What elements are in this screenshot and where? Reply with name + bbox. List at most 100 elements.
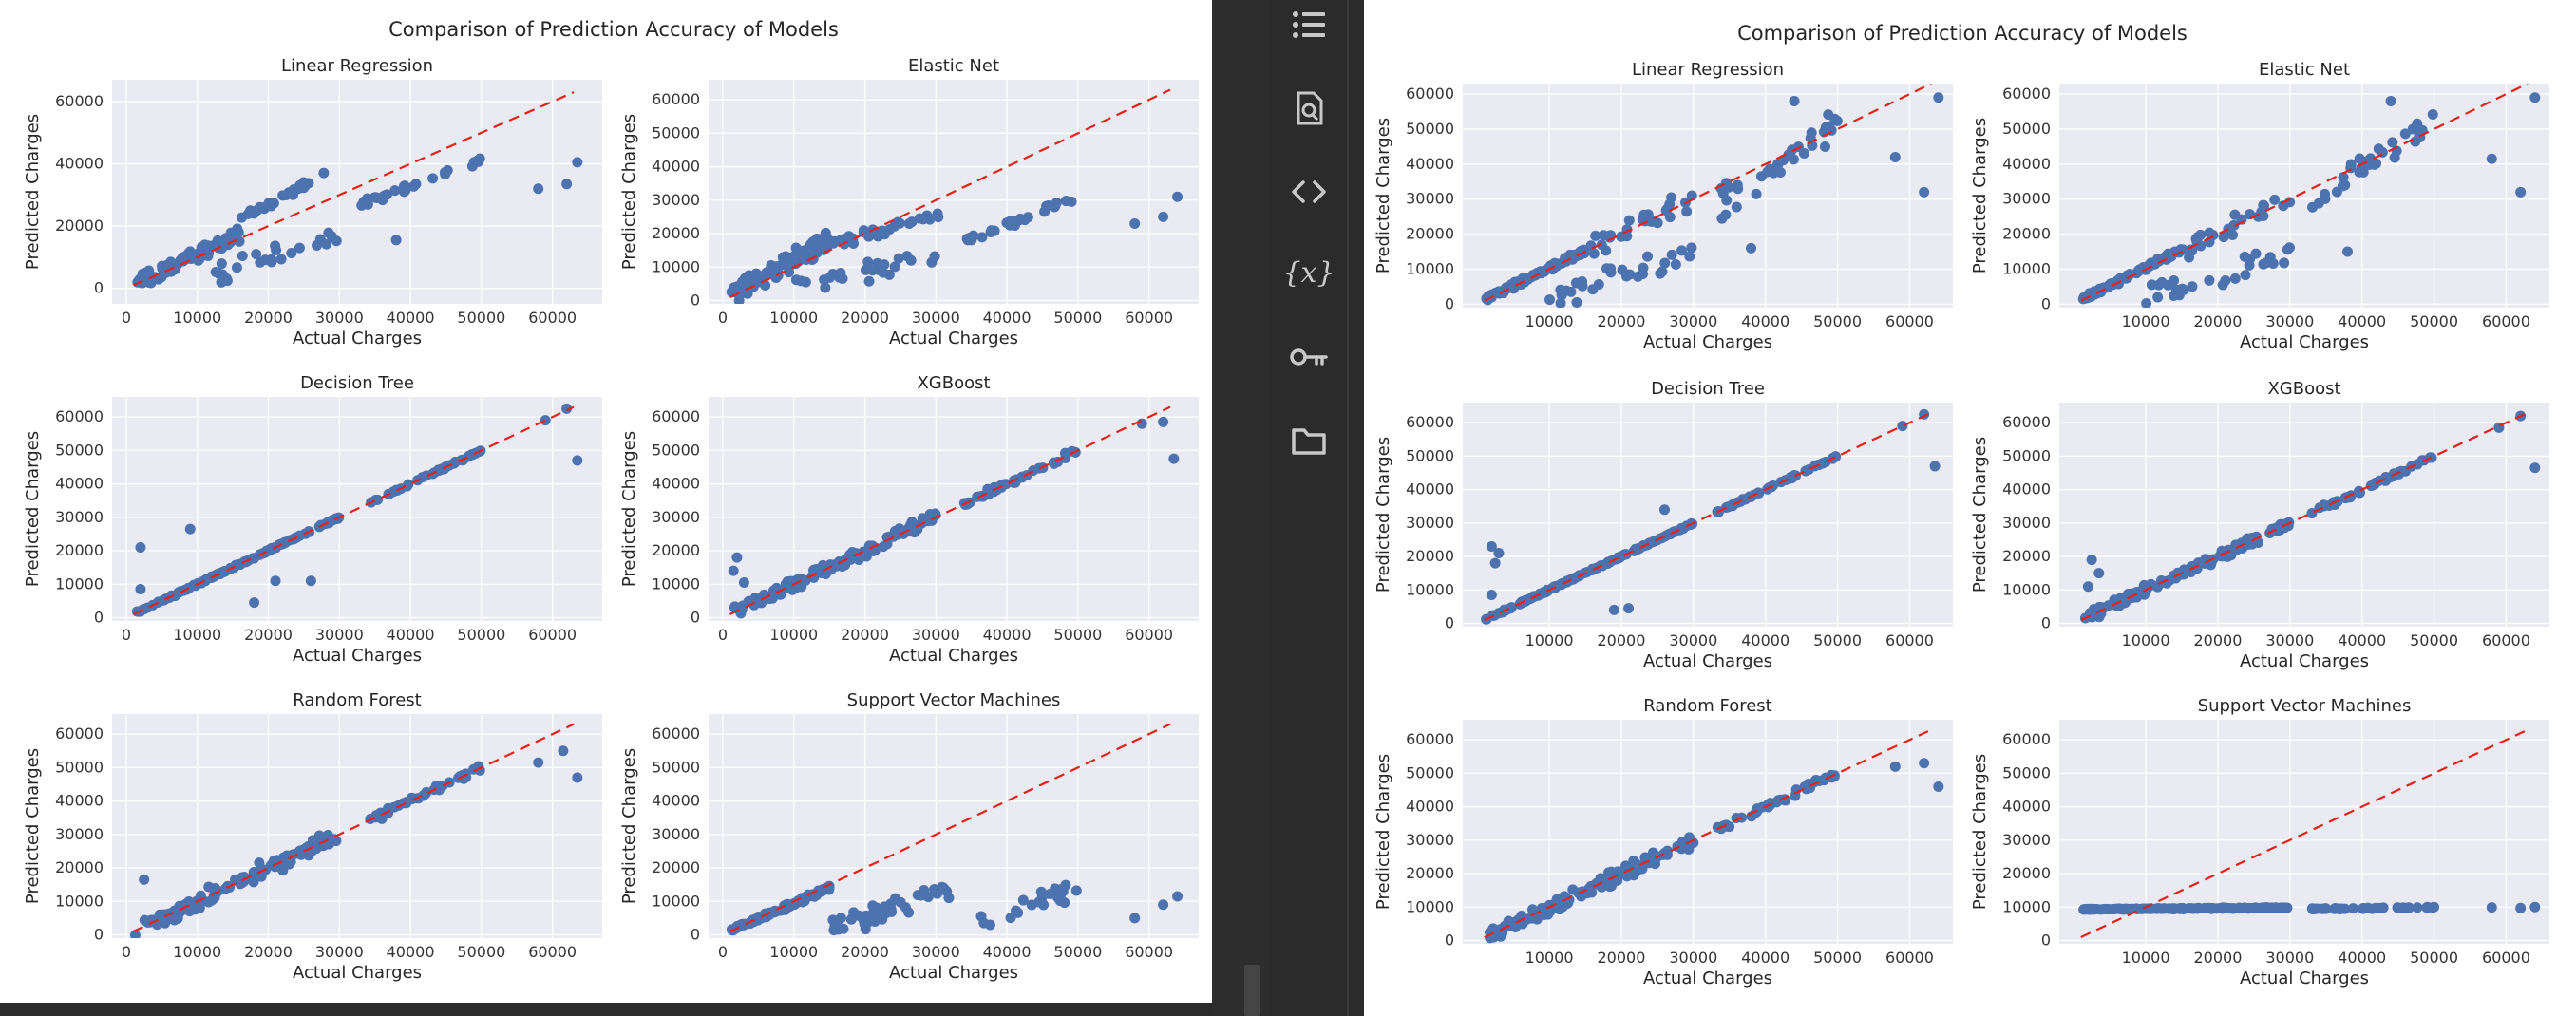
data-point	[2169, 275, 2180, 287]
y-tick-label: 20000	[652, 541, 700, 559]
subplot-decision-tree: 0 10000 20000 30000 40000 50000 60000 0 10000 200…	[23, 373, 602, 666]
data-point	[2412, 902, 2423, 913]
x-tick-label: 60000	[1125, 943, 1173, 961]
data-point	[1647, 536, 1658, 548]
data-point	[280, 857, 292, 869]
data-point	[402, 480, 413, 492]
y-axis-label: Predicted Charges	[23, 114, 43, 270]
subplot-title: Decision Tree	[1651, 379, 1765, 399]
data-point	[245, 205, 256, 216]
x-tick-label: 0	[122, 626, 131, 644]
find-in-file-icon[interactable]	[1286, 85, 1332, 131]
data-point	[2141, 297, 2152, 308]
data-point	[2330, 902, 2341, 913]
x-tick-label: 20000	[244, 626, 293, 644]
y-tick-label: 40000	[55, 475, 104, 493]
data-point	[2122, 590, 2133, 601]
data-point	[1686, 190, 1697, 201]
y-tick-label: 60000	[2002, 730, 2051, 748]
x-tick-label: 10000	[1525, 312, 1574, 330]
subplot-title: Elastic Net	[2259, 60, 2350, 80]
data-point	[533, 757, 544, 768]
x-tick-label: 60000	[1885, 631, 1934, 649]
x-tick-label: 30000	[315, 309, 364, 327]
data-point	[1570, 277, 1582, 289]
data-point	[1158, 211, 1169, 222]
x-tick-label: 30000	[912, 309, 960, 327]
x-tick-label: 60000	[1125, 626, 1173, 644]
data-point	[1919, 758, 1930, 769]
subplot-title: Support Vector Machines	[847, 690, 1061, 710]
y-tick-label: 50000	[1406, 446, 1454, 464]
y-tick-label: 0	[2041, 613, 2051, 631]
data-point	[883, 531, 895, 542]
outline-list-icon[interactable]	[1286, 2, 1332, 47]
data-point	[247, 553, 258, 564]
scrollbar-thumb[interactable]	[1244, 965, 1260, 1016]
x-axis-label: Actual Charges	[889, 646, 1018, 666]
y-tick-label: 0	[1445, 613, 1454, 631]
data-point	[2399, 128, 2411, 140]
data-point	[2387, 137, 2398, 148]
x-tick-label: 40000	[1741, 312, 1790, 330]
data-point	[2379, 474, 2391, 485]
data-point	[2252, 211, 2263, 222]
y-tick-label: 10000	[652, 892, 700, 910]
data-point	[1168, 453, 1180, 464]
x-tick-label: 50000	[2410, 631, 2458, 649]
data-point	[1684, 251, 1695, 262]
data-point	[216, 276, 227, 288]
y-tick-label: 10000	[1406, 580, 1454, 598]
data-point	[2229, 273, 2241, 284]
x-tick-label: 60000	[2482, 312, 2530, 330]
data-point	[1919, 186, 1930, 198]
variables-icon[interactable]: {x}	[1282, 251, 1335, 296]
x-tick-label: 50000	[1053, 309, 1102, 327]
subplot-decision-tree: 10000 20000 30000 40000 50000 60000 0 10000 2000…	[1373, 379, 1953, 671]
figure-right-svg: Comparison of Prediction Accuracy of Mod…	[1373, 22, 2549, 988]
data-point	[1129, 217, 1141, 229]
data-point	[1628, 545, 1639, 556]
data-point	[572, 455, 583, 466]
data-point	[1565, 286, 1577, 297]
subplot-title: Random Forest	[1643, 696, 1771, 716]
x-tick-label: 20000	[841, 309, 889, 327]
data-point	[270, 240, 281, 252]
data-point	[2306, 508, 2318, 519]
y-tick-label: 10000	[652, 257, 700, 275]
y-tick-label: 0	[2041, 931, 2051, 949]
y-tick-label: 0	[2041, 294, 2051, 312]
data-point	[784, 267, 795, 278]
data-point	[2195, 229, 2207, 240]
code-icon[interactable]	[1286, 169, 1332, 215]
data-point	[2227, 229, 2238, 240]
data-point	[1557, 901, 1568, 913]
folder-icon[interactable]	[1286, 418, 1332, 463]
subplot-title: Decision Tree	[300, 373, 414, 393]
data-point	[2092, 605, 2103, 616]
y-tick-label: 10000	[1406, 259, 1454, 277]
data-point	[1831, 115, 1843, 126]
key-icon[interactable]	[1286, 334, 1332, 380]
data-point	[1767, 480, 1778, 491]
data-point	[1774, 166, 1786, 178]
data-point	[863, 275, 875, 287]
y-tick-label: 50000	[652, 441, 700, 459]
data-point	[1817, 458, 1828, 469]
y-tick-label: 30000	[1406, 514, 1454, 532]
x-tick-label: 30000	[912, 943, 960, 961]
data-point	[533, 183, 544, 195]
data-point	[2267, 258, 2279, 270]
x-tick-label: 40000	[2338, 631, 2386, 649]
y-tick-label: 10000	[55, 892, 104, 910]
subplot-support-vector-machines: 0 10000 20000 30000 40000 50000 60000 0 10000 200…	[619, 690, 1199, 983]
data-point	[572, 157, 583, 168]
data-point	[294, 530, 306, 541]
data-point	[859, 918, 870, 930]
x-tick-label: 20000	[1597, 949, 1645, 967]
x-tick-label: 30000	[2265, 631, 2314, 649]
x-tick-label: 20000	[2193, 949, 2242, 967]
data-point	[1620, 860, 1632, 872]
x-tick-label: 40000	[387, 309, 435, 327]
y-tick-label: 30000	[1406, 831, 1454, 849]
